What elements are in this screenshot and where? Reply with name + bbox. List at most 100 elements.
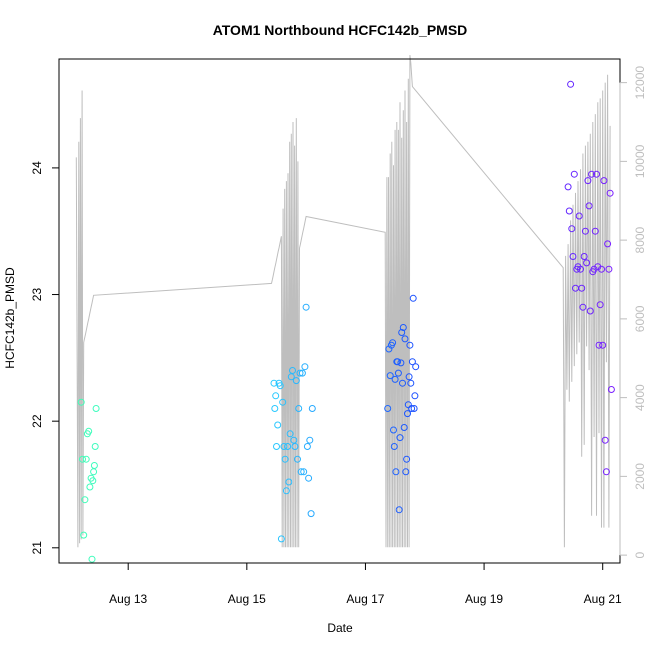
x-tick-label: Aug 17 [346, 592, 384, 606]
data-point [290, 436, 298, 444]
x-tick-label: Aug 21 [584, 592, 622, 606]
data-point [595, 341, 603, 349]
data-points-layer [77, 80, 615, 563]
data-point [85, 427, 93, 435]
data-point [578, 284, 586, 292]
data-point [291, 443, 299, 450]
data-point [588, 170, 596, 178]
y-right-tick-label: 4000 [633, 384, 647, 411]
data-point [606, 189, 614, 197]
data-point [274, 421, 282, 429]
data-point [401, 335, 409, 343]
data-point [564, 183, 572, 191]
data-point [596, 301, 604, 309]
data-point [604, 240, 612, 248]
data-point [284, 443, 292, 450]
data-point [277, 535, 285, 543]
y-axis-label: HCFC142b_PMSD [3, 267, 17, 369]
data-point [298, 369, 306, 377]
data-point [300, 468, 308, 476]
chart-title: ATOM1 Northbound HCFC142b_PMSD [213, 22, 468, 38]
data-point [89, 477, 97, 485]
data-point [81, 496, 89, 504]
data-point [585, 202, 593, 210]
data-point [404, 410, 411, 418]
data-point [302, 303, 310, 311]
data-point [270, 379, 278, 387]
data-point [399, 324, 407, 331]
data-point [593, 170, 600, 178]
data-point [602, 468, 610, 476]
data-point [591, 227, 599, 235]
data-point [568, 225, 576, 233]
data-point [276, 382, 284, 390]
data-point [395, 506, 403, 514]
y-left-tick-label: 22 [30, 414, 44, 428]
data-point [411, 392, 419, 400]
data-point [295, 405, 303, 412]
data-point [598, 265, 605, 273]
data-point [92, 405, 100, 412]
y-left-tick-label: 21 [30, 541, 44, 555]
right-axis-series-line [75, 55, 611, 548]
data-point [307, 510, 315, 518]
data-point [384, 405, 392, 412]
data-point [402, 468, 410, 476]
data-point [605, 265, 613, 273]
y-left-tick-label: 23 [30, 288, 44, 302]
data-point [77, 398, 85, 406]
data-point [294, 455, 301, 463]
data-point [601, 436, 609, 444]
data-point [570, 170, 578, 178]
data-point [86, 483, 94, 491]
data-point [297, 468, 305, 476]
right-axis-line-layer [75, 55, 611, 548]
data-point [390, 426, 397, 434]
data-point [567, 80, 575, 88]
data-point [305, 474, 313, 482]
x-axis-label: Date [327, 621, 353, 635]
data-point [79, 455, 86, 463]
data-point [389, 339, 397, 347]
data-point [88, 555, 96, 563]
y-right-tick-label: 10000 [633, 144, 647, 178]
y-left-tick-label: 24 [30, 161, 44, 175]
data-point [289, 367, 296, 374]
data-point [607, 386, 615, 393]
data-point [391, 375, 399, 383]
x-tick-label: Aug 13 [109, 592, 147, 606]
data-point [584, 177, 592, 185]
data-point [406, 341, 414, 349]
data-point [577, 265, 584, 273]
data-point [579, 303, 587, 311]
data-point [91, 443, 99, 450]
data-point [306, 436, 314, 444]
data-point [292, 377, 300, 385]
y-right-tick-label: 6000 [633, 305, 647, 332]
data-point [273, 443, 280, 450]
data-point [408, 405, 416, 412]
data-point [397, 359, 405, 367]
data-point [80, 531, 88, 539]
data-point [394, 369, 402, 377]
y-right-tick-label: 12000 [633, 66, 647, 100]
data-point [390, 443, 398, 450]
data-point [575, 212, 583, 220]
data-point [599, 341, 607, 349]
data-point [282, 487, 290, 495]
data-point [410, 405, 418, 412]
y-right-tick-label: 2000 [633, 463, 647, 490]
data-point [271, 405, 279, 412]
data-point [565, 207, 573, 215]
data-point [581, 227, 589, 235]
data-point [392, 468, 400, 476]
data-point [279, 398, 287, 406]
data-point [286, 430, 294, 438]
data-point [296, 369, 304, 377]
y-axis-left: 21 22 23 24 [30, 161, 59, 555]
data-point [90, 462, 98, 469]
data-point [301, 363, 309, 371]
y-axis-right: 0 2000 4000 6000 8000 10000 12000 [619, 66, 647, 558]
